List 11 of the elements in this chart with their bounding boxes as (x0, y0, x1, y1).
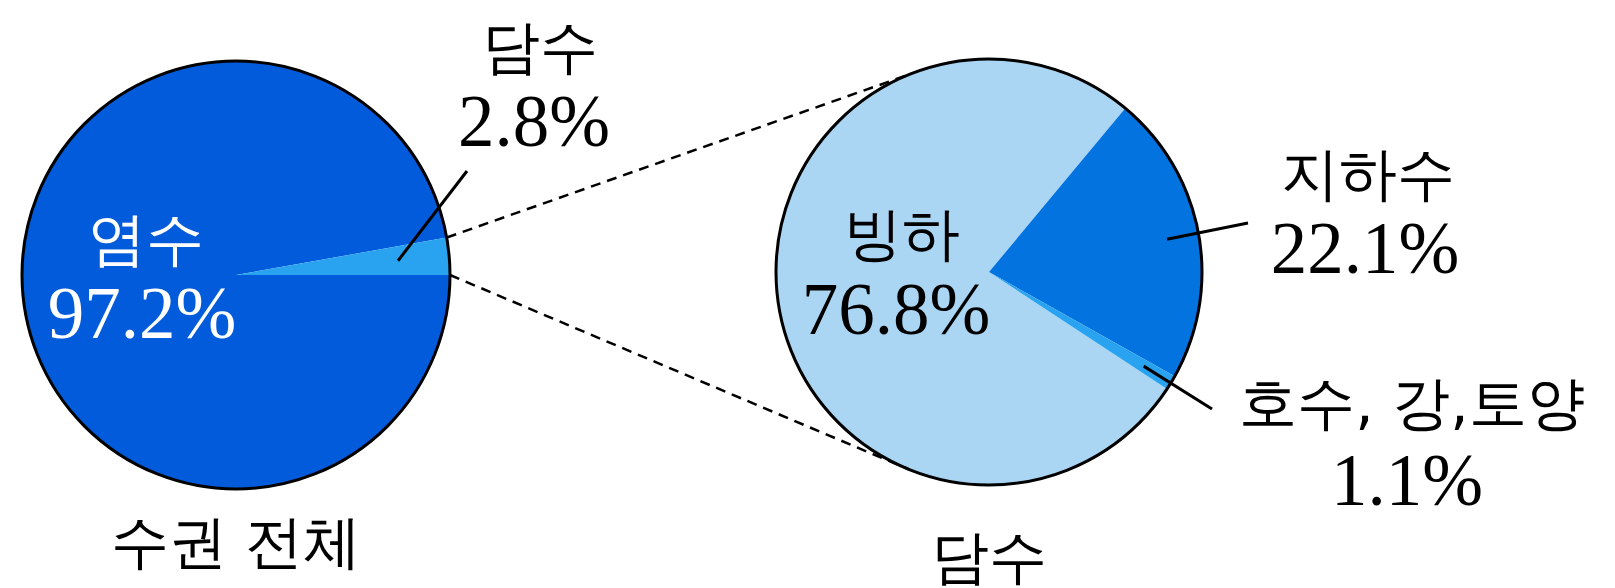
text: 담수 (931, 523, 1047, 588)
pie-slice (989, 272, 1175, 389)
data-label: 97.2% (47, 273, 237, 354)
slice-label: 염수 (88, 205, 204, 273)
data-label: 1.1% (1330, 440, 1484, 521)
text: 수권 전체 (110, 508, 362, 576)
data-label: 22.1% (1270, 208, 1460, 289)
slice-label: 호수, 강,토양 (1239, 369, 1585, 437)
slice-label: 지하수 (1281, 140, 1455, 208)
slice-label: 담수 (482, 13, 598, 81)
pie-slice (989, 108, 1202, 377)
